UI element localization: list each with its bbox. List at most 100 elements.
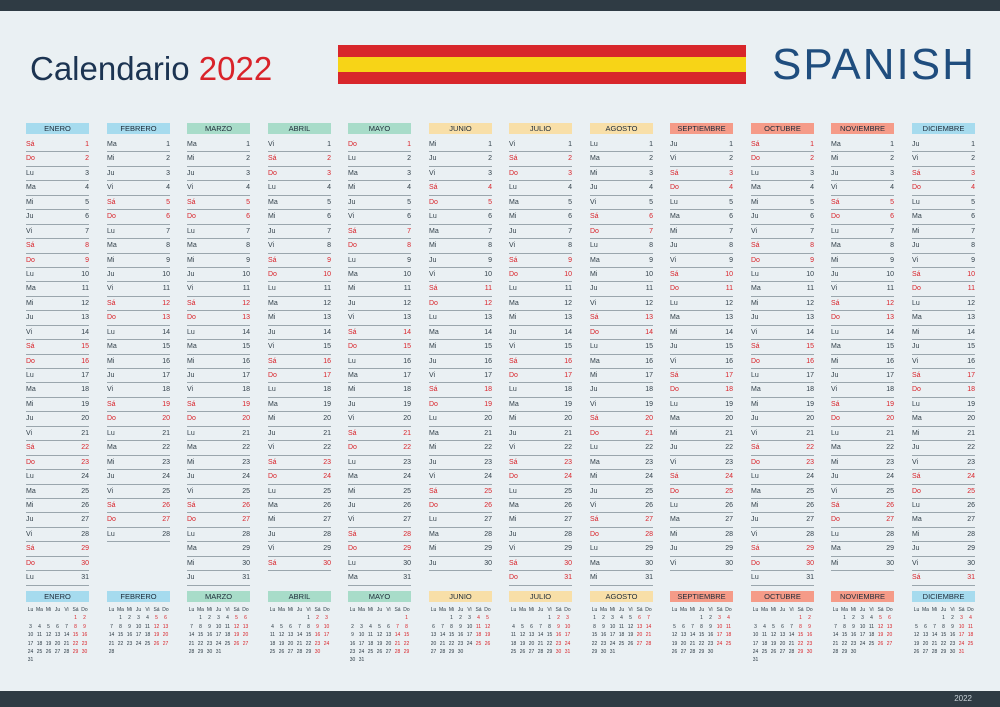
day-number: 1 [246,141,250,148]
day-row: Ju 26 [348,499,411,514]
mini-day: 29 [698,649,705,656]
mini-day: 8 [843,623,846,630]
mini-weekday-header: Do [886,607,893,613]
day-row: Mi 14 [670,326,733,341]
mini-day: 10 [215,623,222,630]
day-number: 2 [488,155,492,163]
weekday-label: Ma [26,487,36,495]
mini-weekday-header: Ju [698,607,705,613]
day-row: Vi 24 [429,470,492,485]
day-row: Do 26 [429,499,492,514]
day-row: Do 20 [187,412,250,427]
mini-day: 18 [269,640,276,647]
day-row: Mi 27 [268,513,331,528]
day-row: Ju 27 [751,513,814,528]
day-row: Lu 7 [107,225,170,240]
day-number: 28 [162,530,170,538]
day-row: Ma 15 [107,340,170,355]
day-row: Vi 7 [751,225,814,240]
weekday-label: Vi [751,227,758,235]
mini-weekday-header: Vi [225,607,230,613]
title-text: Calendario [30,50,190,87]
mini-day: 2 [128,615,131,622]
day-row: Sá 18 [429,383,492,398]
day-row: Lu 14 [831,326,894,341]
mini-day: 22 [448,640,455,647]
day-number: 16 [564,357,572,365]
day-row: Ma 8 [107,239,170,254]
mini-day: 23 [600,640,607,647]
day-row: Lu 29 [590,542,653,557]
mini-day: 25 [761,649,768,656]
day-number: 22 [886,444,894,452]
day-row: Ma 15 [187,340,250,355]
day-number: 17 [242,372,250,379]
weekday-label: Sá [348,429,357,437]
day-row: Do 4 [670,181,733,196]
weekday-label: Do [348,242,357,250]
weekday-label: Ju [831,169,839,177]
day-row: Vi 15 [268,340,331,355]
weekday-label: Do [268,372,277,379]
mini-day: 20 [779,640,786,647]
weekday-label: Ju [670,141,678,148]
mini-day: 20 [430,640,437,647]
day-number: 26 [242,501,250,509]
mini-day: 23 [457,640,464,647]
day-row: Lu 24 [751,470,814,485]
day-row [268,571,331,585]
month-header: ABRIL [268,123,331,134]
mini-day: 25 [269,649,276,656]
mini-day: 4 [512,623,515,630]
mini-weekday-header: Sá [233,607,240,613]
mini-empty-cell [778,614,787,622]
day-number: 16 [806,357,814,365]
mini-calendar-septiembre: SEPTIEMBRE Lu Ma Mi Ju Vi Sá Do 1 2 3 4 5 6 7 8 9 10 11 12 1… [670,591,733,656]
mini-day: 28 [188,649,195,656]
weekday-label: Ju [912,343,920,351]
mini-day: 9 [852,623,855,630]
weekday-label: Ju [348,400,356,408]
mini-day: 17 [215,632,222,639]
day-number: 1 [890,141,894,148]
day-number: 7 [890,227,894,235]
day-number: 14 [725,328,733,336]
day-row: Sá 22 [26,441,89,456]
weekday-label: Do [187,415,196,423]
day-row: Ma 5 [509,196,572,211]
mini-day: 15 [197,632,204,639]
mini-day: 31 [609,649,616,656]
mini-day: 19 [627,632,634,639]
day-row: Do 2 [751,152,814,167]
day-number: 11 [645,285,653,293]
weekday-label: Lu [107,328,115,336]
day-number: 23 [725,458,733,466]
title-year: 2022 [198,50,273,87]
day-row: Vi 22 [268,441,331,456]
mini-day: 18 [967,632,974,639]
day-number: 29 [484,545,492,553]
weekday-label: Lu [348,559,356,567]
day-number: 24 [886,473,894,481]
weekday-label: Lu [670,198,678,206]
day-row: Do 27 [187,513,250,528]
day-number: 14 [403,328,411,336]
mini-day: 9 [459,623,462,630]
month-header: JUNIO [429,123,492,134]
day-row: Mi 23 [187,456,250,471]
mini-day: 29 [448,649,455,656]
day-row: Ma 19 [268,398,331,413]
day-number: 6 [327,213,331,221]
day-row: Vi 13 [348,311,411,326]
weekday-label: Lu [429,516,437,524]
mini-day: 8 [700,623,703,630]
weekday-label: Lu [348,256,356,264]
mini-day: 17 [323,632,330,639]
day-number: 2 [327,155,331,163]
mini-day: 13 [680,632,687,639]
weekday-label: Mi [509,415,517,423]
mini-day: 29 [940,649,947,656]
weekday-label: Ju [831,270,839,278]
mini-day: 22 [403,640,410,647]
day-number: 9 [85,256,89,264]
